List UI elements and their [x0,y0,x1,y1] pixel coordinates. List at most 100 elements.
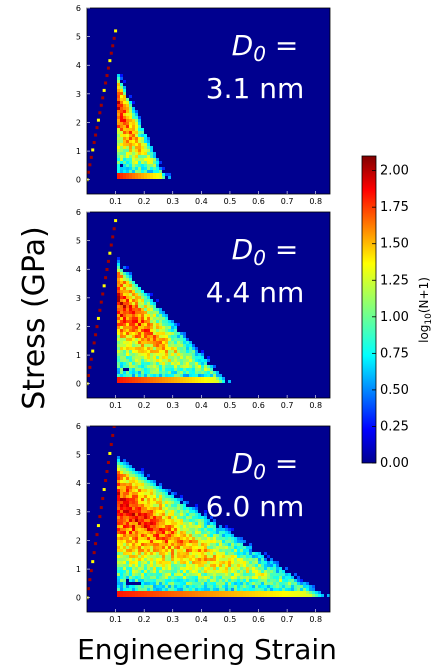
heatmap-cell [249,576,252,579]
heatmap-cell [117,302,120,305]
heatmap-cell [258,567,261,570]
heatmap-cell [171,338,174,341]
heatmap-cell [141,486,144,489]
heatmap-cell [219,531,222,534]
heatmap-cell [171,534,174,537]
heatmap-cell [156,585,159,588]
heatmap-cell [141,549,144,552]
heatmap-cell [189,507,192,510]
heatmap-cell [132,474,135,477]
heatmap-cell [156,341,159,344]
heatmap-cell [126,122,129,125]
heatmap-cell [192,347,195,350]
heatmap-cell [150,332,153,335]
heatmap-cell [126,347,129,350]
heatmap-cell [153,317,156,320]
heatmap-cell [165,564,168,567]
heatmap-cell [273,591,276,594]
heatmap-cell [186,525,189,528]
heatmap-cell [222,531,225,534]
heatmap-cell [201,552,204,555]
heatmap-cell [120,498,123,501]
heatmap-cell [267,567,270,570]
heatmap-cell [207,573,210,576]
heatmap-cell [171,323,174,326]
heatmap-cell [117,498,120,501]
heatmap-cell [132,329,135,332]
heatmap-cell [120,371,123,374]
heatmap-cell [141,308,144,311]
panel-annotation-line1: D0 = [232,233,299,270]
heatmap-cell [234,540,237,543]
heatmap-cell [183,344,186,347]
heatmap-cell [195,362,198,365]
heatmap-cell [195,356,198,359]
heatmap-cell [153,365,156,368]
heatmap-cell [141,510,144,513]
heatmap-cell [186,579,189,582]
heatmap-cell [153,498,156,501]
heatmap-cell [255,564,258,567]
heatmap-cell [237,564,240,567]
heatmap-cell [264,558,267,561]
heatmap-cell [123,98,126,101]
heatmap-cell [177,371,180,374]
heatmap-cell [150,347,153,350]
heatmap-cell [144,513,147,516]
heatmap-cell [120,579,123,582]
heatmap-cell [138,546,141,549]
heatmap-cell [141,522,144,525]
heatmap-cell [117,513,120,516]
heatmap-cell [195,561,198,564]
heatmap-cell [219,534,222,537]
heatmap-cell [246,576,249,579]
heatmap-cell [138,359,141,362]
heatmap-cell [198,567,201,570]
heatmap-cell [129,555,132,558]
heatmap-cell [162,314,165,317]
heatmap-cell [222,549,225,552]
heatmap-cell [177,513,180,516]
heatmap-cell [117,80,120,83]
heatmap-cell [198,543,201,546]
heatmap-cell [141,474,144,477]
heatmap-cell [126,537,129,540]
heatmap-cell [192,350,195,353]
heatmap-cell [192,543,195,546]
heatmap-cell [276,582,279,585]
heatmap-cell [126,501,129,504]
heatmap-cell [132,522,135,525]
heatmap-cell [141,320,144,323]
heatmap-cell [129,374,132,377]
heatmap-cell [240,537,243,540]
heatmap-cell [213,540,216,543]
heatmap-cell [132,552,135,555]
heatmap-cell [279,585,282,588]
heatmap-cell [147,543,150,546]
heatmap-cell [147,498,150,501]
heatmap-cell [126,486,129,489]
heatmap-cell [231,564,234,567]
heatmap-cell [228,549,231,552]
heatmap-cell [120,122,123,125]
heatmap-cell [192,377,195,380]
heatmap-cell [180,522,183,525]
heatmap-cell [126,567,129,570]
heatmap-cell [198,588,201,591]
heatmap-cell [129,125,132,128]
heatmap-cell [144,543,147,546]
heatmap-cell [249,552,252,555]
heatmap-cell [240,567,243,570]
heatmap-cell [165,516,168,519]
heatmap-cell [141,314,144,317]
heatmap-cell [186,501,189,504]
heatmap-cell [120,489,123,492]
heatmap-cell [141,293,144,296]
heatmap-cell [201,362,204,365]
heatmap-cell [189,525,192,528]
elastic-line-point [88,578,92,582]
heatmap-cell [138,522,141,525]
heatmap-cell [189,579,192,582]
heatmap-cell [225,552,228,555]
heatmap-cell [144,522,147,525]
